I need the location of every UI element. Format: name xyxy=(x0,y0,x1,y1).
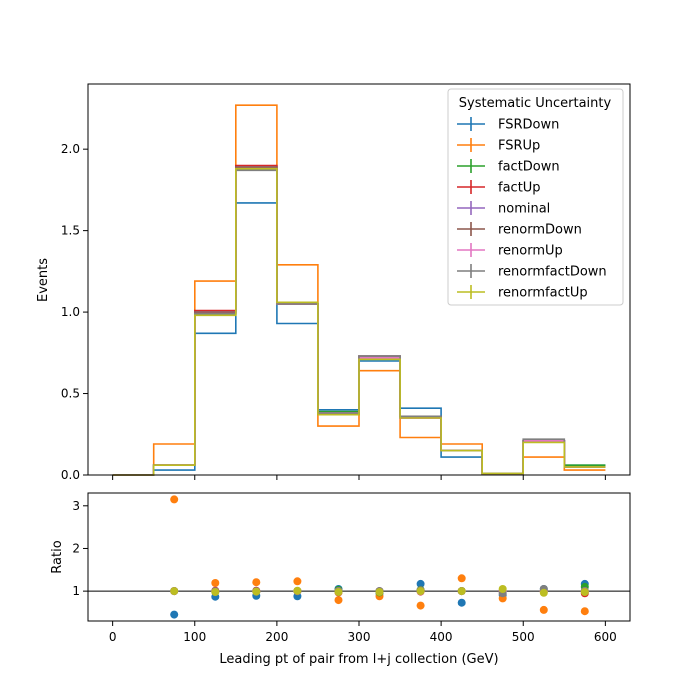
ratio-x-tick-label: 300 xyxy=(348,630,371,644)
main-y-axis-label: Events xyxy=(36,258,51,302)
legend-item-label: renormDown xyxy=(498,223,582,238)
legend-item-renormUp: renormUp xyxy=(457,243,563,259)
legend-item-renormfactUp: renormfactUp xyxy=(457,285,588,301)
legend-title: Systematic Uncertainty xyxy=(459,96,612,111)
ratio-point-renormfactUp xyxy=(498,585,507,593)
ratio-point-renormfactUp xyxy=(416,587,425,596)
legend-item-label: nominal xyxy=(498,202,550,217)
ratio-panel: 1 2 3 0 100 200 300 400 500 600 Ratio Leading pt… xyxy=(50,492,631,667)
ratio-points-group xyxy=(170,495,589,619)
ratio-x-tick-label: 100 xyxy=(183,630,206,644)
ratio-point-FSRUp xyxy=(170,495,179,504)
main-y-tick-label: 1.5 xyxy=(61,224,80,238)
ratio-y-tick-label: 3 xyxy=(72,499,80,513)
ratio-point-renormfactUp xyxy=(293,586,302,595)
main-y-tick-label: 1.0 xyxy=(61,305,80,319)
legend-item-label: renormfactDown xyxy=(498,265,607,280)
ratio-x-tick-label: 600 xyxy=(594,630,617,644)
ratio-point-FSRUp xyxy=(580,607,589,616)
legend-item-factDown: factDown xyxy=(457,159,560,175)
main-y-axis: 0.0 0.5 1.0 1.5 2.0 xyxy=(61,142,88,482)
main-y-tick-label: 2.0 xyxy=(61,142,80,156)
ratio-x-axis-label: Leading pt of pair from l+j collection (… xyxy=(219,652,498,667)
ratio-point-FSRDown xyxy=(416,579,425,588)
legend-item-label: factDown xyxy=(498,160,560,175)
legend-item-renormfactDown: renormfactDown xyxy=(457,264,607,280)
ratio-point-renormfactUp xyxy=(211,588,220,596)
ratio-x-axis: 0 100 200 300 400 500 600 xyxy=(109,621,617,644)
legend-item-FSRUp: FSRUp xyxy=(457,138,540,154)
ratio-y-axis-label: Ratio xyxy=(50,540,65,573)
ratio-plot-frame xyxy=(88,493,630,621)
legend-item-factUp: factUp xyxy=(457,180,541,196)
legend-item-renormDown: renormDown xyxy=(457,222,582,238)
legend: Systematic Uncertainty FSRDown FSRUp factD… xyxy=(447,88,624,306)
ratio-x-tick-label: 500 xyxy=(512,630,535,644)
ratio-point-FSRDown xyxy=(170,610,179,619)
legend-item-label: factUp xyxy=(498,181,541,196)
legend-items: FSRDown FSRUp factDown factUp nominal renormD… xyxy=(457,117,607,301)
histogram-series-renormfactUp xyxy=(112,167,606,476)
ratio-y-tick-label: 1 xyxy=(72,584,80,598)
legend-item-label: renormUp xyxy=(498,244,563,259)
ratio-y-axis: 1 2 3 xyxy=(72,499,88,598)
main-x-axis-ticks xyxy=(112,475,606,480)
ratio-point-FSRUp xyxy=(457,574,466,583)
main-series-group xyxy=(112,104,606,476)
main-plot-border xyxy=(87,83,631,476)
ratio-point-FSRUp xyxy=(293,577,302,586)
ratio-y-tick-label: 2 xyxy=(72,541,80,555)
legend-item-nominal: nominal xyxy=(457,201,550,217)
ratio-point-renormfactUp xyxy=(334,588,343,596)
ratio-point-FSRUp xyxy=(211,579,220,587)
legend-item-label: renormfactUp xyxy=(498,286,588,301)
main-y-tick-label: 0.5 xyxy=(61,387,80,401)
ratio-point-renormfactUp xyxy=(580,588,589,596)
ratio-point-renormfactUp xyxy=(252,587,261,596)
ratio-point-FSRUp xyxy=(539,605,548,614)
ratio-point-renormfactUp xyxy=(457,587,466,596)
ratio-x-tick-label: 400 xyxy=(430,630,453,644)
ratio-point-renormfactUp xyxy=(539,588,548,597)
ratio-point-FSRUp xyxy=(416,601,425,610)
legend-item-label: FSRDown xyxy=(498,118,559,133)
ratio-point-FSRUp xyxy=(252,578,261,587)
ratio-x-tick-label: 0 xyxy=(109,630,117,644)
ratio-plot-border xyxy=(87,492,631,622)
ratio-x-tick-label: 200 xyxy=(265,630,288,644)
ratio-point-FSRDown xyxy=(457,598,466,607)
legend-item-label: FSRUp xyxy=(498,139,540,154)
ratio-point-renormfactUp xyxy=(170,587,179,596)
legend-item-FSRDown: FSRDown xyxy=(457,117,559,133)
main-y-tick-label: 0.0 xyxy=(61,468,80,482)
ratio-point-FSRUp xyxy=(334,596,343,605)
legend-box xyxy=(447,88,624,306)
ratio-point-renormfactUp xyxy=(375,588,384,596)
